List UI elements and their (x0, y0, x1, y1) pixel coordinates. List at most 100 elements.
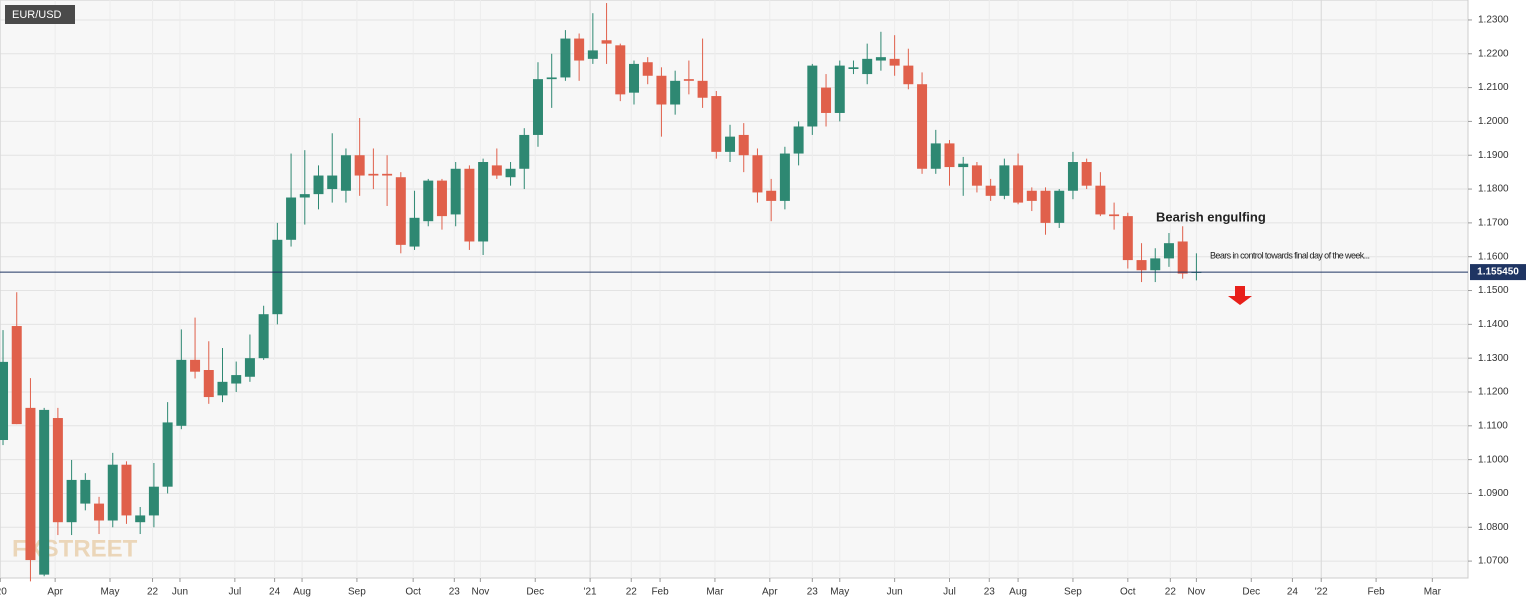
x-tick-label: Oct (1120, 587, 1136, 598)
candle-body (944, 143, 955, 168)
y-tick-label: 1.0700 (1478, 556, 1509, 567)
candle-body (80, 479, 91, 504)
y-tick-label: 1.0800 (1478, 522, 1509, 533)
candle-body (601, 40, 612, 44)
candle-body (711, 96, 722, 152)
x-tick-label: Feb (651, 587, 669, 598)
candle-body (1109, 214, 1120, 217)
candle-body (491, 165, 502, 176)
candle-body (958, 163, 969, 168)
x-tick-label: Jun (887, 587, 903, 598)
x-tick-label: '22 (1315, 587, 1328, 598)
x-tick-label: 24 (1287, 587, 1299, 598)
candle-body (464, 168, 475, 242)
candle-body (135, 515, 146, 523)
x-tick-label: Dec (1242, 587, 1260, 598)
candle-body (203, 370, 214, 398)
y-tick-label: 1.1600 (1478, 251, 1509, 262)
candle-body (738, 134, 749, 156)
chart-title: EUR/USD (12, 9, 62, 21)
candle-body (423, 180, 434, 222)
candle-body (930, 143, 941, 169)
candle-body (313, 175, 324, 195)
annotation: Bearish engulfing (1156, 209, 1266, 224)
candle-body (505, 168, 516, 178)
x-tick-label: 22 (147, 587, 159, 598)
candle-body (382, 173, 393, 176)
candle-body (395, 177, 406, 245)
x-tick-label: Apr (762, 587, 778, 598)
x-tick-label: Oct (405, 587, 421, 598)
candle-body (1177, 241, 1188, 274)
candle-body (162, 422, 173, 487)
x-tick-label: Sep (1064, 587, 1082, 598)
candle-body (848, 67, 859, 69)
candle-body (107, 464, 118, 521)
price-label: 1.155450 (1477, 267, 1519, 278)
x-tick-label: Nov (1188, 587, 1206, 598)
candle-body (217, 381, 228, 396)
candle-body (258, 314, 269, 359)
candle-body (532, 79, 543, 135)
candle-body (834, 65, 845, 113)
candle-body (94, 503, 105, 521)
candle-body (1136, 260, 1147, 271)
y-tick-label: 1.0900 (1478, 488, 1509, 499)
candle-body (752, 155, 763, 193)
x-tick-label: Feb (1367, 587, 1385, 598)
candle-body (725, 136, 736, 152)
candle-body (354, 155, 365, 176)
candle-body (656, 75, 667, 105)
candle-body (299, 194, 310, 198)
candle-body (286, 197, 297, 240)
candle-body (546, 77, 557, 80)
candle-body (670, 80, 681, 105)
candle-body (190, 359, 201, 372)
x-tick-label: 23 (807, 587, 819, 598)
x-tick-label: Mar (1424, 587, 1442, 598)
candle-body (1013, 165, 1024, 203)
x-tick-label: Aug (1009, 587, 1027, 598)
y-tick-label: 1.1000 (1478, 454, 1509, 465)
y-tick-label: 1.1700 (1478, 218, 1509, 229)
candle-body (450, 168, 461, 215)
x-tick-label: 23 (984, 587, 996, 598)
candle-body (1081, 162, 1092, 186)
plot-area (0, 0, 1469, 579)
candle-body (999, 165, 1010, 196)
y-tick-label: 1.1300 (1478, 353, 1509, 364)
x-tick-label: 24 (269, 587, 281, 598)
candle-body (52, 418, 63, 523)
x-tick-label: 22 (626, 587, 638, 598)
candle-body (560, 38, 571, 78)
x-tick-label: Jun (172, 587, 188, 598)
candle-body (1150, 258, 1161, 271)
candle-body (793, 126, 804, 154)
annotation: Bears in control towards final day of th… (1210, 250, 1370, 260)
down-arrow (1228, 286, 1252, 305)
y-tick-label: 1.2300 (1478, 15, 1509, 26)
candle-body (25, 407, 36, 561)
candle-body (0, 361, 9, 441)
candle-body (519, 134, 530, 169)
candle-body (779, 153, 790, 201)
candle-body (121, 464, 132, 516)
x-tick-label: '21 (584, 587, 597, 598)
candle-body (327, 175, 338, 190)
candle-body (1122, 216, 1133, 261)
x-tick-label: Jul (228, 587, 241, 598)
candle-body (917, 84, 928, 169)
candle-body (11, 326, 22, 425)
x-tick-label: Dec (526, 587, 544, 598)
candle-body (231, 375, 242, 384)
x-tick-label: May (101, 587, 120, 598)
candle-body (821, 87, 832, 113)
candle-body (39, 409, 50, 575)
x-tick-label: May (830, 587, 849, 598)
y-tick-label: 1.1100 (1478, 420, 1508, 431)
x-tick-label: Mar (706, 587, 724, 598)
candle-body (176, 359, 187, 426)
candle-body (574, 38, 585, 61)
candle-body (875, 57, 886, 61)
candle-body (409, 217, 420, 247)
